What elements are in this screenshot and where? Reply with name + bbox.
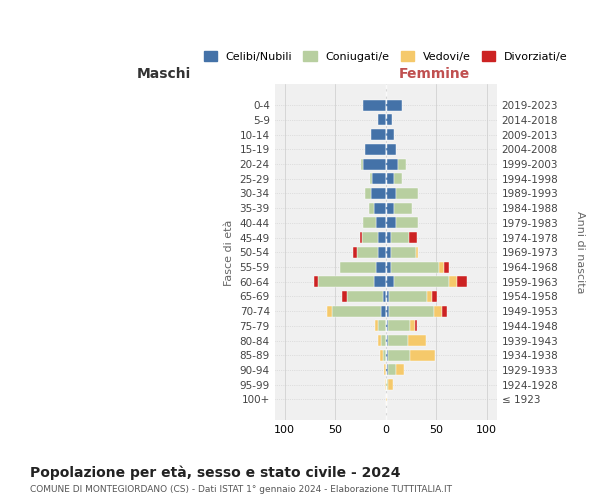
Bar xyxy=(394,202,412,213)
Bar xyxy=(391,232,409,243)
Bar xyxy=(444,262,449,272)
Bar xyxy=(371,129,386,140)
Bar xyxy=(386,379,388,390)
Bar xyxy=(377,114,386,126)
Bar xyxy=(377,247,386,258)
Bar xyxy=(386,262,391,272)
Bar xyxy=(386,364,388,376)
Bar xyxy=(371,174,386,184)
Bar xyxy=(362,232,377,243)
Bar xyxy=(318,276,374,287)
Bar xyxy=(394,276,449,287)
Bar xyxy=(342,291,347,302)
Bar xyxy=(389,306,434,316)
Bar xyxy=(388,335,408,346)
Bar xyxy=(410,350,435,361)
Bar xyxy=(427,291,432,302)
Text: Maschi: Maschi xyxy=(136,67,191,81)
Bar xyxy=(361,158,364,170)
Bar xyxy=(394,174,402,184)
Bar xyxy=(386,202,394,213)
Bar xyxy=(370,174,371,184)
Bar xyxy=(386,144,396,155)
Bar xyxy=(386,247,391,258)
Bar xyxy=(391,262,439,272)
Bar xyxy=(439,262,444,272)
Y-axis label: Fasce di età: Fasce di età xyxy=(224,219,234,286)
Bar xyxy=(442,306,447,316)
Bar xyxy=(358,247,377,258)
Bar xyxy=(380,335,386,346)
Bar xyxy=(368,202,374,213)
Bar xyxy=(383,350,386,361)
Bar xyxy=(388,320,410,332)
Bar xyxy=(383,291,386,302)
Bar xyxy=(432,291,437,302)
Bar xyxy=(386,276,394,287)
Bar xyxy=(353,247,358,258)
Bar xyxy=(377,320,386,332)
Bar xyxy=(396,188,418,199)
Bar xyxy=(340,262,376,272)
Bar xyxy=(374,320,377,332)
Bar xyxy=(408,335,426,346)
Bar xyxy=(386,114,392,126)
Bar xyxy=(415,320,417,332)
Bar xyxy=(389,291,427,302)
Bar xyxy=(386,350,388,361)
Bar xyxy=(380,350,383,361)
Bar xyxy=(386,232,391,243)
Bar xyxy=(376,262,386,272)
Bar xyxy=(388,350,410,361)
Bar xyxy=(409,232,417,243)
Bar xyxy=(377,232,386,243)
Bar xyxy=(386,218,396,228)
Bar xyxy=(374,276,386,287)
Bar xyxy=(364,100,386,111)
Bar xyxy=(371,188,386,199)
Bar xyxy=(386,320,388,332)
Bar xyxy=(386,335,388,346)
Bar xyxy=(314,276,318,287)
Bar xyxy=(377,335,380,346)
Bar xyxy=(386,306,389,316)
Bar xyxy=(386,174,394,184)
Bar xyxy=(434,306,442,316)
Bar xyxy=(385,379,386,390)
Bar xyxy=(361,232,362,243)
Bar xyxy=(332,306,380,316)
Bar xyxy=(374,202,386,213)
Text: Femmine: Femmine xyxy=(399,67,470,81)
Bar xyxy=(376,218,386,228)
Bar xyxy=(386,158,398,170)
Bar xyxy=(386,188,396,199)
Bar xyxy=(327,306,332,316)
Bar xyxy=(386,129,394,140)
Text: Popolazione per età, sesso e stato civile - 2024: Popolazione per età, sesso e stato civil… xyxy=(30,465,401,479)
Bar xyxy=(364,158,386,170)
Y-axis label: Anni di nascita: Anni di nascita xyxy=(575,211,585,294)
Bar xyxy=(388,364,396,376)
Bar xyxy=(365,144,386,155)
Bar xyxy=(391,247,416,258)
Bar xyxy=(388,379,393,390)
Bar xyxy=(396,218,418,228)
Bar xyxy=(396,364,404,376)
Text: COMUNE DI MONTEGIORDANO (CS) - Dati ISTAT 1° gennaio 2024 - Elaborazione TUTTITA: COMUNE DI MONTEGIORDANO (CS) - Dati ISTA… xyxy=(30,485,452,494)
Bar xyxy=(383,364,386,376)
Bar xyxy=(364,218,376,228)
Bar xyxy=(410,320,415,332)
Bar xyxy=(365,188,371,199)
Bar xyxy=(398,158,406,170)
Bar xyxy=(347,291,383,302)
Bar xyxy=(416,247,418,258)
Bar xyxy=(449,276,457,287)
Bar xyxy=(386,100,402,111)
Bar xyxy=(386,291,389,302)
Bar xyxy=(457,276,467,287)
Bar xyxy=(380,306,386,316)
Legend: Celibi/Nubili, Coniugati/e, Vedovi/e, Divorziati/e: Celibi/Nubili, Coniugati/e, Vedovi/e, Di… xyxy=(199,46,572,66)
